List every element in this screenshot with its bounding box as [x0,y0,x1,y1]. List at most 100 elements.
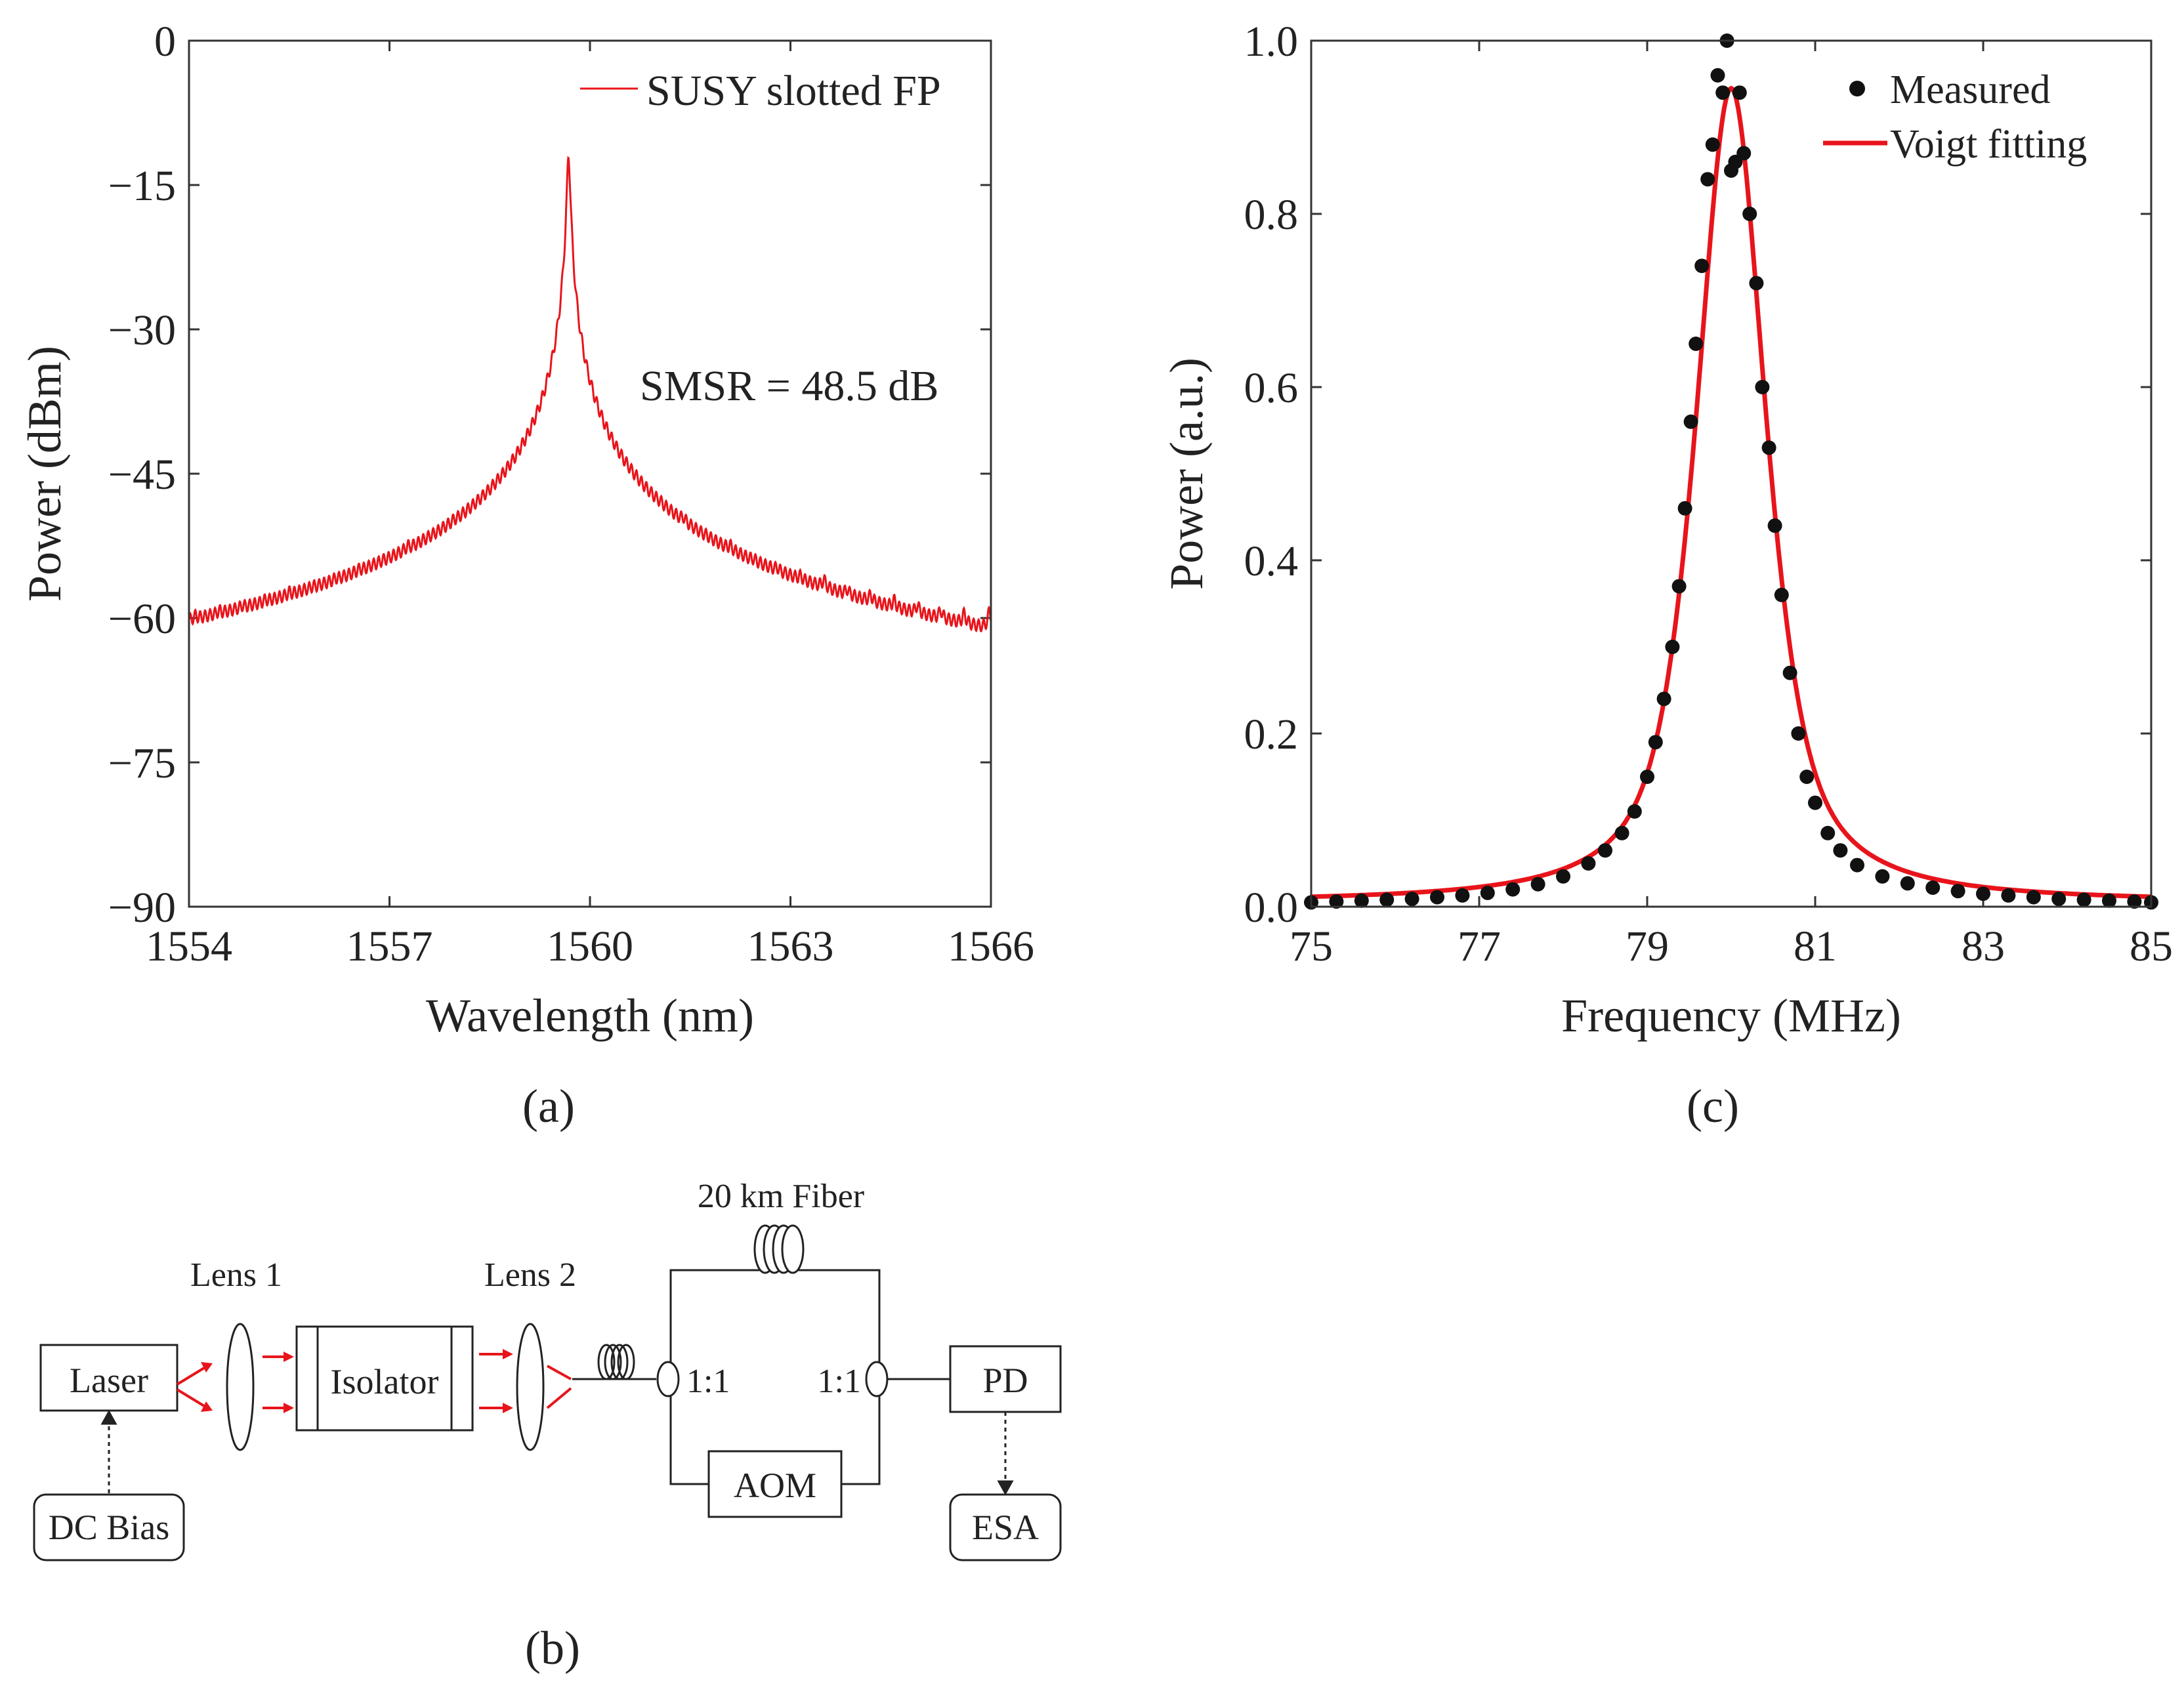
smsr-annotation: SMSR = 48.5 dB [640,362,938,410]
measured-point [1354,893,1369,908]
measured-point [2127,894,2142,909]
esa-label: ESA [972,1508,1039,1547]
measured-point [1480,885,1495,900]
measured-point [1656,692,1671,707]
fiber-spool-icon [753,1224,805,1274]
c-xtick-label: 75 [1290,922,1333,970]
aom-box [707,1450,843,1518]
measured-point [1715,85,1731,100]
pd-label: PD [982,1361,1028,1400]
measured-point [1925,880,1941,895]
panel-c-linewidth-chart: 75 77 79 81 83 85 0.0 0.2 0.4 0.6 0.8 1.0 Frequency… [1160,18,2173,1132]
panel-a-ticks [188,39,992,908]
panel-c-axes-frame [1310,39,2152,908]
voigt-fit-line [1311,85,2151,899]
panel-a-tick-labels: 1554 1557 1560 1563 1566 0 −15 −30 −45 −60 −75 −90 [108,18,1034,970]
measured-point [1749,276,1764,291]
measured-point [1875,869,1890,884]
a-ytick-label: 0 [154,18,176,66]
a-xtick-label: 1554 [146,922,232,970]
pd-box [949,1345,1062,1413]
measured-point [1598,843,1612,858]
c-ytick-label: 0.2 [1244,711,1299,758]
a-xtick-label: 1560 [547,922,633,970]
measured-point [1556,869,1570,884]
measured-point [1404,892,1419,907]
measured-point [1430,890,1444,905]
panel-b-caption: (b) [525,1622,580,1674]
measured-point [2001,888,2016,903]
measured-point [1782,665,1797,680]
lens2-label: Lens 2 [484,1256,576,1294]
measured-point [1640,770,1654,784]
panel-c-xlabel: Frequency (MHz) [1561,989,1901,1042]
panel-a-spectrum-chart: 1554 1557 1560 1563 15660−15−30−45−60−75−90 … [18,18,1034,1132]
measured-point [1581,856,1596,871]
measured-point [2051,892,2067,907]
lower-arm [669,1396,709,1485]
measured-point [1767,518,1782,533]
laser-label: Laser [70,1361,148,1400]
measured-point [2076,892,2091,907]
measured-point [1761,440,1776,455]
a-ytick-label: −60 [108,595,176,643]
lens2-shape [516,1323,545,1451]
measured-point [1694,258,1710,274]
panel-a-legend-label: SUSY slotted FP [646,67,941,115]
measured-point [1379,892,1395,907]
optical-beams [176,1349,572,1413]
laser-box [39,1344,178,1412]
a-xtick-label: 1563 [747,922,834,970]
measured-point [1329,894,1344,909]
measured-point [1755,380,1770,394]
measured-point [2102,893,2116,908]
measured-point [2026,890,2041,905]
panel-c-caption: (c) [1687,1080,1739,1132]
a-ytick-label: −75 [108,739,176,787]
panel-c-legend-measured: Measured [1890,68,2050,112]
measured-point [1677,501,1692,516]
measured-point [1505,882,1521,897]
a-ytick-label: −15 [108,162,176,210]
measured-point [1710,68,1725,83]
c-ytick-label: 1.0 [1244,18,1299,66]
panel-a-axes-frame [188,39,992,908]
panel-c-tick-labels: 75 77 79 81 83 85 0.0 0.2 0.4 0.6 0.8 1.0 [1244,18,2174,970]
measured-point [1791,726,1806,741]
lower-arm-right [841,1396,881,1485]
panel-a-ylabel: Power (dBm) [18,346,71,602]
aom-label: AOM [734,1466,816,1505]
measured-point [1648,735,1663,750]
panel-c-legend-fit: Voigt fitting [1890,122,2087,167]
panel-a-caption: (a) [522,1080,575,1132]
coupler-out-label: 1:1 [818,1363,861,1400]
panel-c-ylabel: Power (a.u.) [1160,358,1213,590]
measured-point [1950,884,1965,899]
measured-point [1799,770,1815,784]
coupler-out-shape [865,1361,889,1397]
measured-point [1700,172,1715,187]
a-ytick-label: −45 [108,451,176,499]
c-xtick-label: 79 [1626,922,1669,970]
c-xtick-label: 83 [1962,922,2005,970]
a-xtick-label: 1557 [346,922,433,970]
measured-point [1665,640,1680,654]
dc-bias-label: DC Bias [49,1508,170,1547]
upper-arm [669,1269,881,1362]
measured-point [1455,888,1470,903]
c-xtick-label: 77 [1458,922,1501,970]
measured-point [1683,414,1698,429]
measured-point [1732,85,1747,100]
dc-bias-box [33,1493,185,1561]
measured-point [1820,825,1836,840]
panel-a-xlabel: Wavelength (nm) [426,989,754,1042]
measured-point [1530,877,1545,892]
measured-point [1900,876,1915,891]
measured-point [1808,795,1822,810]
c-xtick-label: 81 [1794,922,1837,970]
bias-arrowhead [100,1409,117,1425]
isolator-box [295,1325,474,1432]
measured-point [1627,804,1642,819]
measured-point [1689,337,1704,351]
